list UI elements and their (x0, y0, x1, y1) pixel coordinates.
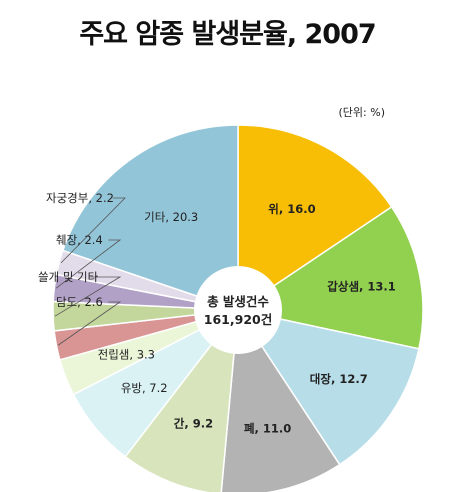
leader-line-8 (54, 276, 122, 317)
slice-label-11: 기타, 20.3 (144, 210, 198, 224)
slice-label-9: 췌장, 2.4 (56, 233, 103, 247)
slice-label-4: 간, 9.2 (174, 417, 213, 431)
unit-label: (단위: %) (338, 106, 385, 119)
slice-group (52, 124, 424, 492)
slice-label-0: 위, 16.0 (268, 202, 315, 216)
chart-title: 주요 암종 발생분율, 2007 (79, 19, 376, 50)
center-label-line1: 총 발생건수 (207, 294, 269, 309)
slice-2 (236, 308, 420, 466)
slice-label-7: 담도, 2.6 (56, 295, 103, 309)
slice-label-3: 폐, 11.0 (244, 421, 291, 435)
slice-label-8: 쓸개 및 기타 (38, 270, 99, 284)
leader-lines (54, 197, 126, 346)
slice-4 (124, 307, 239, 492)
leader-line-10 (60, 197, 126, 264)
donut-hole (194, 266, 282, 354)
slice-label-1: 갑상샘, 13.1 (327, 279, 396, 293)
slice-labels: 위, 16.0 갑상샘, 13.1 대장, 12.7 폐, 11.0 간, 9.2 유방,… (38, 191, 396, 435)
slice-label-10: 자궁경부, 2.2 (46, 191, 114, 205)
slice-11 (61, 124, 239, 312)
slice-label-6: 전립샘, 3.3 (98, 348, 155, 362)
slice-3 (220, 307, 341, 492)
leader-line-9 (55, 239, 122, 289)
slice-label-2: 대장, 12.7 (310, 372, 368, 386)
leader-line-7 (58, 301, 122, 346)
slice-1 (236, 205, 424, 350)
slice-0 (237, 124, 393, 312)
slice-label-5: 유방, 7.2 (121, 381, 168, 395)
center-label-line2: 161,920건 (204, 312, 272, 327)
